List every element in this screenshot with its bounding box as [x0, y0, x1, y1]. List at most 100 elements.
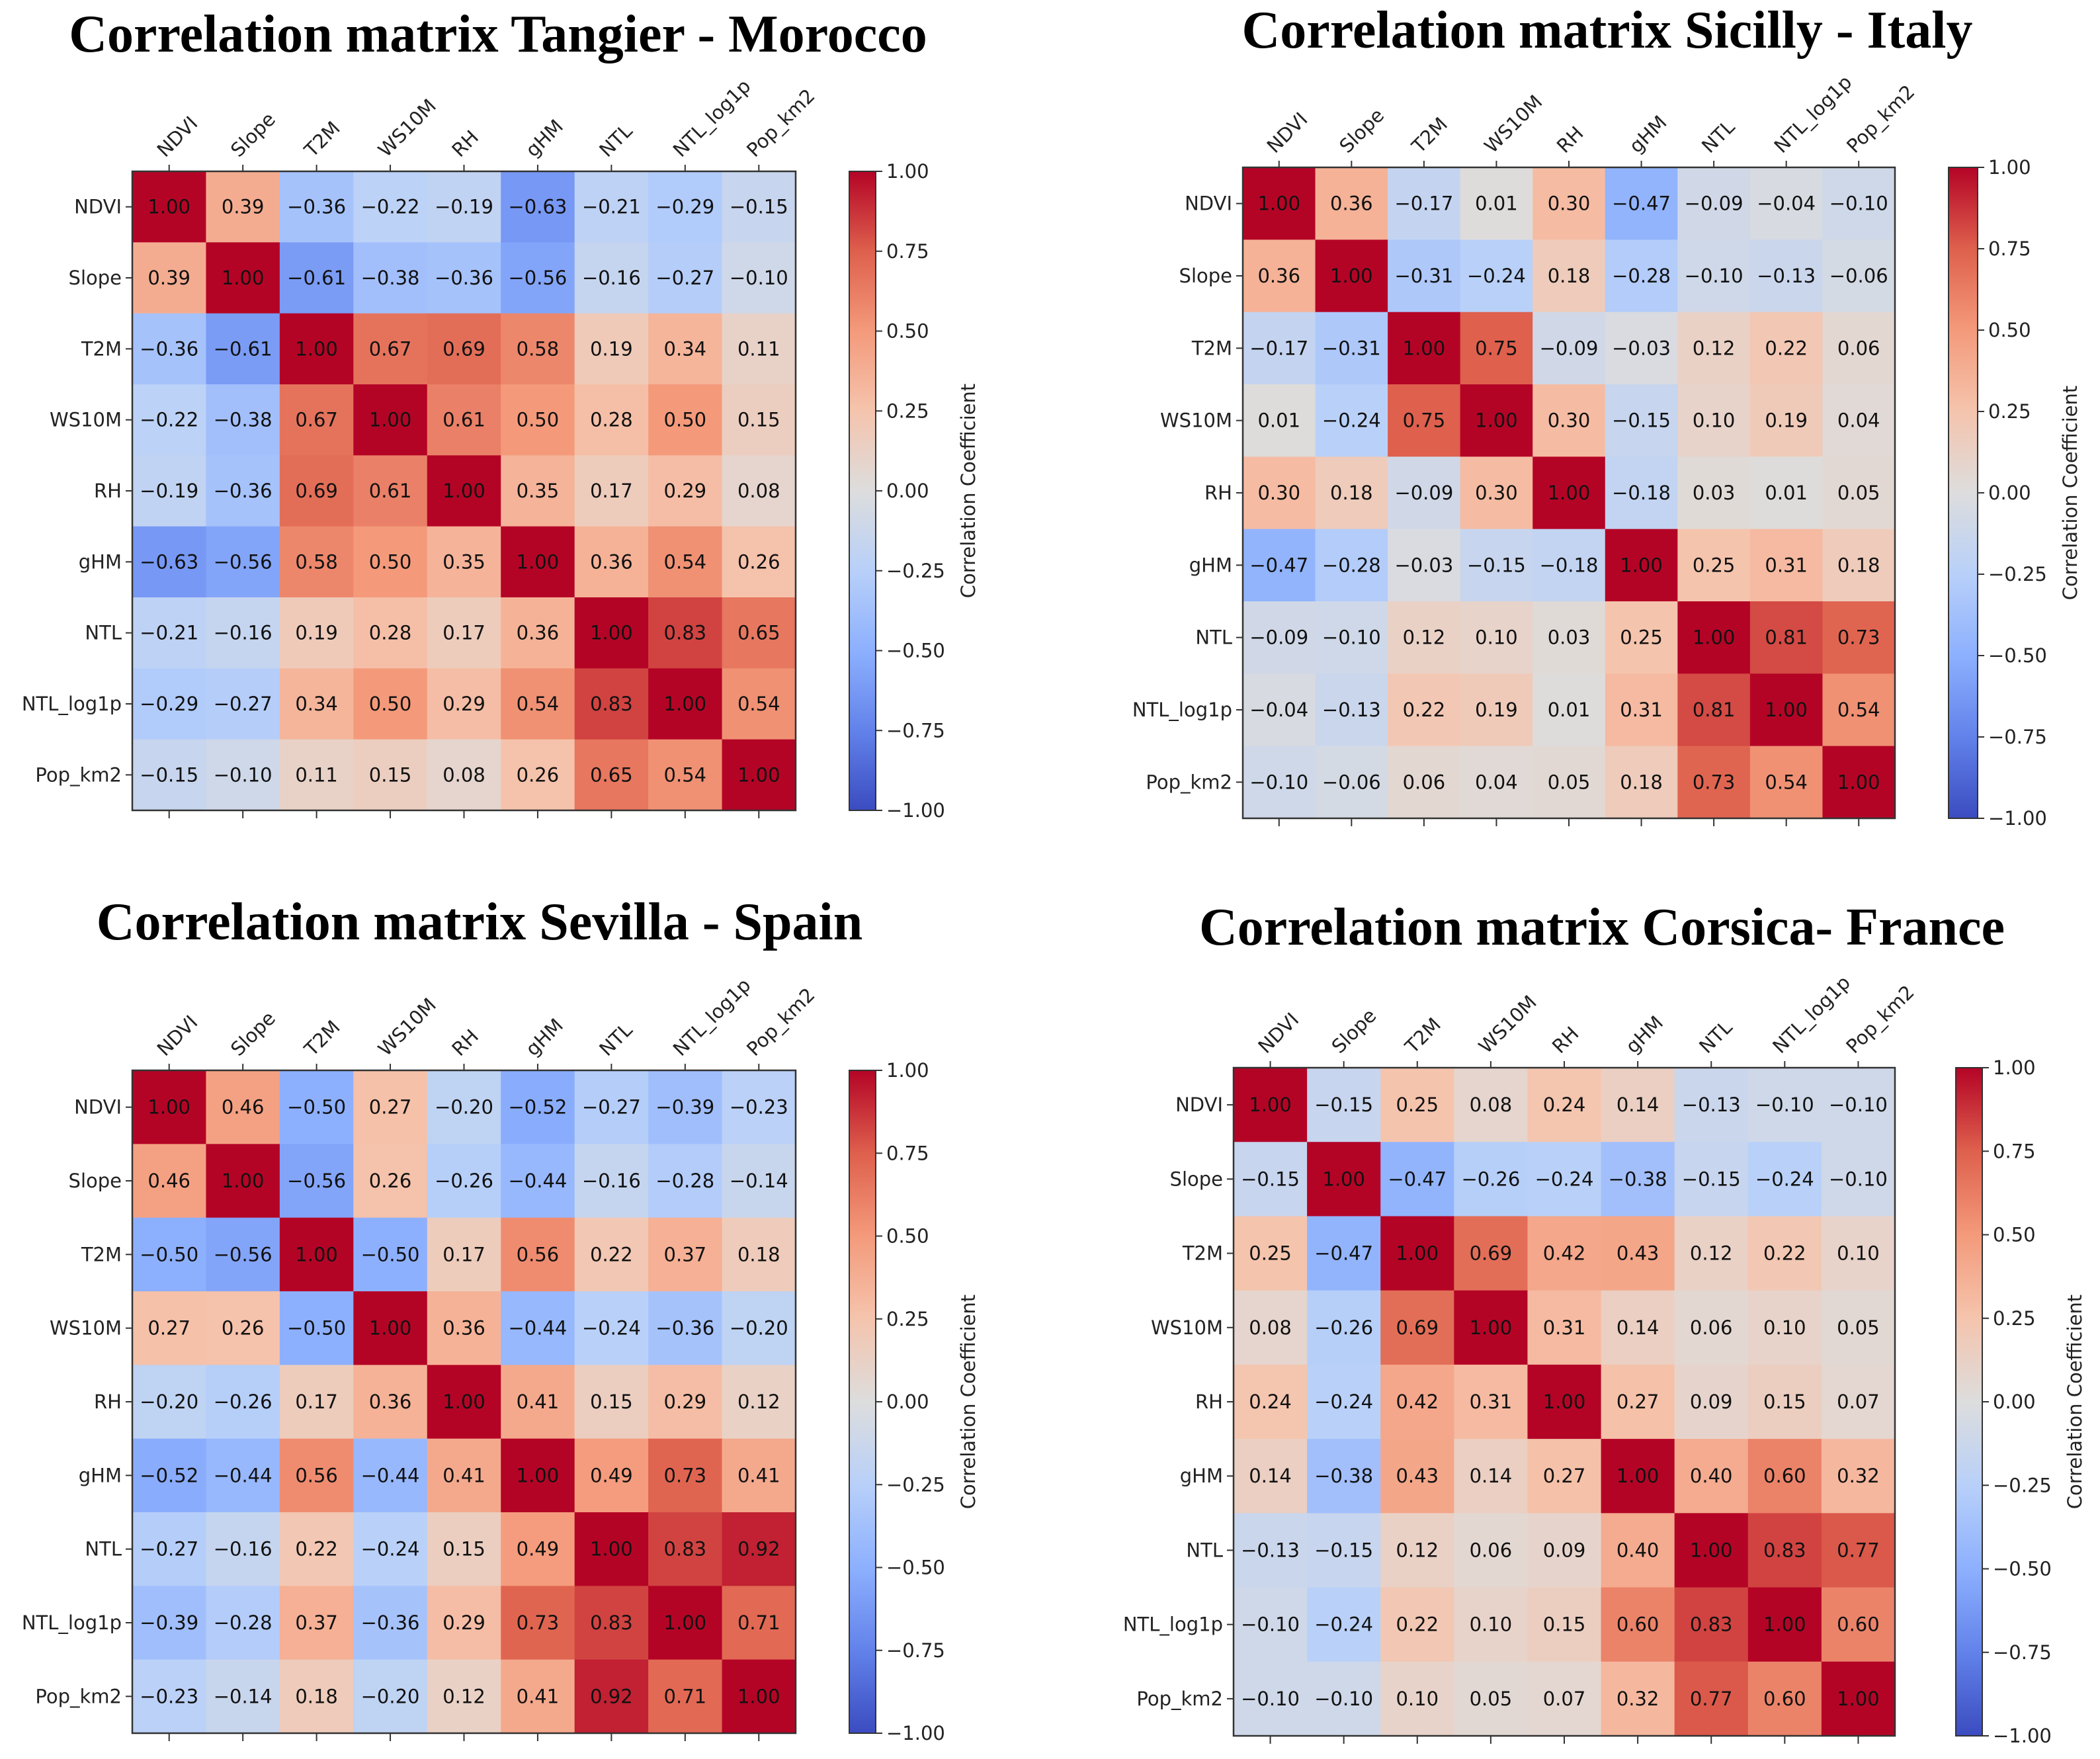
heatmap-cell [353, 1659, 428, 1734]
heatmap-cell [722, 313, 796, 385]
heatmap-cell [574, 1217, 649, 1292]
cell-value-label: −0.47 [1249, 554, 1308, 576]
heatmap-cell [132, 1217, 206, 1292]
cell-value-label: −0.31 [1322, 337, 1381, 359]
colorbar-tick-label: −0.75 [1988, 726, 2047, 748]
heatmap-cell [722, 1291, 796, 1365]
heatmap-cell [1821, 1068, 1896, 1142]
heatmap-cell [279, 526, 354, 598]
cell-value-label: 1.00 [517, 550, 560, 573]
cell-value-label: 0.15 [1763, 1391, 1806, 1413]
x-tick-label: Slope [226, 1007, 280, 1060]
cell-value-label: 0.35 [517, 480, 560, 502]
heatmap-cell [1307, 1216, 1381, 1291]
cell-value-label: 0.15 [369, 763, 412, 786]
heatmap-cell [1243, 456, 1316, 530]
heatmap-cell [1380, 1587, 1454, 1662]
heatmap-cell [1822, 312, 1896, 385]
cell-value-label: 0.26 [369, 1170, 412, 1192]
cell-value-label: 0.17 [590, 480, 633, 502]
colorbar-tick-label: 0.25 [1988, 400, 2031, 423]
heatmap-cell [1605, 456, 1678, 530]
colorbar-tick-label: 0.00 [1993, 1391, 2036, 1413]
cell-value-label: 0.54 [517, 693, 560, 715]
colorbar-tick-label: 0.00 [886, 480, 929, 502]
cell-value-label: 1.00 [147, 196, 190, 218]
heatmap-cell [1601, 1587, 1675, 1662]
cell-value-label: −0.39 [655, 1096, 714, 1119]
cell-value-label: 0.36 [369, 1391, 412, 1413]
cell-value-label: 0.35 [442, 550, 485, 573]
cell-value-label: 0.46 [147, 1170, 190, 1192]
heatmap-cell [648, 739, 723, 811]
cell-value-label: −0.15 [140, 763, 198, 786]
colorbar-tick-label: −1.00 [886, 799, 945, 822]
cell-value-label: 0.36 [442, 1317, 485, 1340]
heatmap-cell [1460, 601, 1533, 674]
cell-value-label: −0.10 [1829, 1094, 1888, 1116]
cell-value-label: 0.12 [1403, 626, 1446, 649]
cell-value-label: 0.40 [1690, 1465, 1733, 1487]
cell-value-label: 0.14 [1617, 1094, 1659, 1116]
heatmap-cell [501, 526, 575, 598]
cell-value-label: −0.24 [1755, 1168, 1814, 1190]
cell-value-label: −0.56 [287, 1170, 346, 1192]
x-tick-label: NTL [1695, 1016, 1736, 1058]
y-tick-label: NTL [85, 622, 122, 644]
heatmap-cell [1380, 1513, 1454, 1588]
heatmap-cell [353, 739, 428, 811]
cell-value-label: −0.20 [361, 1685, 420, 1707]
cell-value-label: 1.00 [442, 1391, 485, 1413]
heatmap-cell [353, 1144, 428, 1219]
cell-value-label: 1.00 [295, 337, 338, 360]
heatmap-cell [427, 1291, 501, 1365]
heatmap-cell [574, 739, 649, 811]
cell-value-label: 1.00 [1617, 1465, 1659, 1487]
cell-value-label: 0.11 [295, 763, 338, 786]
heatmap-cell [132, 1291, 206, 1365]
cell-value-label: 0.05 [1470, 1688, 1513, 1710]
heatmap-cell [132, 1365, 206, 1439]
y-tick-label: NTL_log1p [22, 1611, 122, 1634]
cell-value-label: 0.60 [1763, 1465, 1806, 1487]
cell-value-label: 0.26 [222, 1317, 265, 1340]
cell-value-label: 0.73 [517, 1611, 560, 1634]
heatmap-cell [722, 384, 796, 456]
heatmap-cell [1460, 384, 1533, 457]
cell-value-label: 0.24 [1249, 1391, 1292, 1413]
heatmap-cell [427, 597, 501, 669]
heatmap-cell [501, 171, 575, 243]
heatmap-cell [1747, 1364, 1822, 1439]
colorbar-tick-label: −0.75 [886, 719, 945, 742]
heatmap-cell [1605, 167, 1678, 240]
colorbar: 1.00 0.75 0.50 0.25 0.00 −0.25 −0.50 −0.75 −1.00… [849, 1059, 980, 1744]
heatmap-cell [206, 1144, 280, 1219]
heatmap-cell [1677, 746, 1751, 819]
heatmap-cell [1601, 1142, 1675, 1217]
colorbar-tick-label: 1.00 [1988, 156, 2031, 179]
cell-value-label: −0.15 [730, 196, 788, 218]
heatmap-cell [1749, 456, 1823, 530]
cell-value-label: 0.06 [1690, 1316, 1733, 1339]
y-tick-label: Pop_km2 [35, 1685, 122, 1707]
cell-value-label: −0.28 [214, 1611, 273, 1634]
cell-value-label: 0.30 [1548, 193, 1591, 215]
heatmap-cell [353, 668, 428, 740]
cell-value-label: −0.27 [582, 1096, 641, 1119]
heatmap-cell [1747, 1513, 1822, 1588]
heatmap-cell [1234, 1513, 1308, 1588]
cell-value-label: 0.73 [1837, 626, 1880, 649]
y-tick-label: WS10M [1160, 409, 1232, 432]
heatmap-cell [1822, 456, 1896, 530]
cell-value-label: −0.09 [1540, 337, 1599, 359]
x-tick-label: NTL_log1p [1770, 71, 1857, 157]
heatmap-cell [1747, 1142, 1822, 1217]
heatmap-cell [1747, 1661, 1822, 1737]
cell-value-label: 0.32 [1837, 1465, 1880, 1487]
cell-value-label: 1.00 [1403, 337, 1446, 359]
heatmap-cell [1527, 1587, 1602, 1662]
y-tick-label: NTL [85, 1538, 122, 1561]
heatmap-panel: Correlation matrix Tangier - Morocco 1.00… [22, 5, 980, 822]
cell-value-label: 0.29 [664, 480, 707, 502]
cell-value-label: −0.13 [1757, 265, 1816, 287]
